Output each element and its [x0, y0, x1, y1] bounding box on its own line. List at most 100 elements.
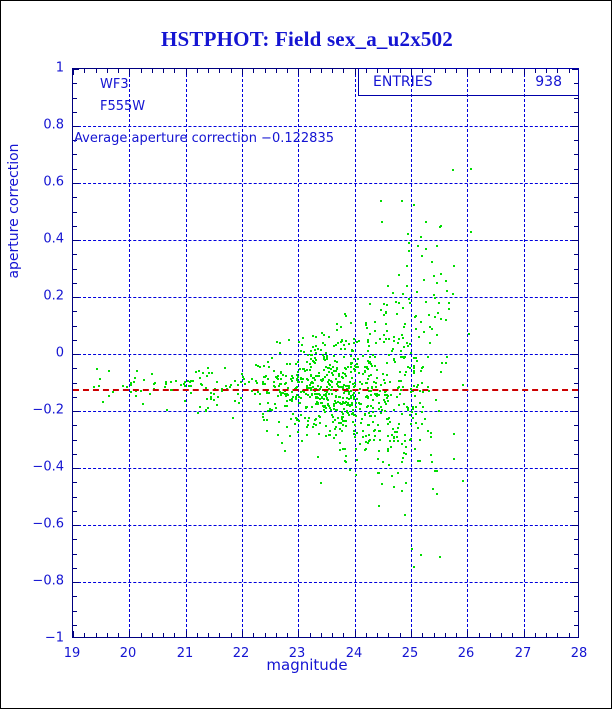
y-tick-major	[572, 582, 578, 583]
scatter-point	[413, 357, 415, 359]
scatter-point	[421, 255, 423, 257]
scatter-point	[405, 371, 407, 373]
scatter-point	[335, 344, 337, 346]
scatter-point	[372, 421, 374, 423]
scatter-point	[393, 359, 395, 361]
scatter-point	[364, 414, 366, 416]
scatter-point	[315, 418, 317, 420]
y-tick-minor	[73, 368, 77, 369]
scatter-point	[341, 418, 343, 420]
scatter-point	[281, 442, 283, 444]
scatter-point	[429, 326, 431, 328]
scatter-point	[376, 369, 378, 371]
scatter-point	[370, 390, 372, 392]
y-tick-minor	[574, 611, 578, 612]
scatter-point	[309, 396, 311, 398]
scatter-point	[108, 395, 110, 397]
scatter-point	[274, 403, 276, 405]
scatter-point	[402, 386, 404, 388]
scatter-point	[404, 440, 406, 442]
scatter-point	[305, 406, 307, 408]
scatter-point	[353, 398, 355, 400]
scatter-point	[341, 340, 343, 342]
scatter-point	[341, 411, 343, 413]
scatter-point	[304, 370, 306, 372]
scatter-point	[265, 375, 267, 377]
scatter-point	[410, 391, 412, 393]
scatter-point	[407, 407, 409, 409]
scatter-point	[262, 413, 264, 415]
scatter-point	[356, 459, 358, 461]
y-tick-minor	[574, 326, 578, 327]
scatter-point	[306, 426, 308, 428]
scatter-point	[409, 302, 411, 304]
scatter-point	[207, 367, 209, 369]
x-tick-major	[467, 69, 468, 75]
scatter-point	[336, 329, 338, 331]
y-tick-minor	[574, 454, 578, 455]
scatter-point	[321, 396, 323, 398]
scatter-point	[353, 368, 355, 370]
scatter-point	[430, 432, 432, 434]
scatter-point	[208, 372, 210, 374]
scatter-point	[441, 362, 443, 364]
scatter-point	[350, 355, 352, 357]
scatter-point	[333, 408, 335, 410]
scatter-point	[314, 349, 316, 351]
scatter-point	[314, 390, 316, 392]
scatter-point	[430, 436, 432, 438]
y-tick-minor	[73, 497, 77, 498]
scatter-point	[374, 365, 376, 367]
y-tick-minor	[73, 440, 77, 441]
scatter-point	[396, 313, 398, 315]
scatter-point	[325, 407, 327, 409]
scatter-point	[368, 424, 370, 426]
scatter-point	[319, 394, 321, 396]
y-tick-minor	[574, 397, 578, 398]
scatter-point	[151, 373, 153, 375]
scatter-point	[416, 291, 418, 293]
scatter-point	[264, 376, 266, 378]
scatter-point	[316, 396, 318, 398]
scatter-point	[345, 315, 347, 317]
scatter-point	[280, 371, 282, 373]
x-tick-minor	[388, 633, 389, 637]
scatter-point	[329, 384, 331, 386]
scatter-point	[342, 424, 344, 426]
scatter-point	[421, 423, 423, 425]
scatter-point	[309, 384, 311, 386]
scatter-point	[350, 366, 352, 368]
scatter-point	[386, 362, 388, 364]
scatter-point	[393, 409, 395, 411]
entries-box: ENTRIES 938	[358, 68, 579, 96]
scatter-point	[279, 391, 281, 393]
scatter-point	[135, 390, 137, 392]
scatter-point	[342, 377, 344, 379]
scatter-point	[335, 390, 337, 392]
scatter-point	[397, 472, 399, 474]
x-tick-minor	[253, 69, 254, 73]
scatter-point	[427, 386, 429, 388]
scatter-point	[393, 437, 395, 439]
scatter-point	[348, 343, 350, 345]
scatter-point	[354, 370, 356, 372]
scatter-point	[417, 460, 419, 462]
scatter-point	[340, 386, 342, 388]
y-tick-major	[73, 468, 79, 469]
scatter-point	[381, 221, 383, 223]
scatter-point	[280, 378, 282, 380]
scatter-point	[189, 381, 191, 383]
scatter-point	[345, 401, 347, 403]
scatter-point	[291, 391, 293, 393]
gridline-vertical	[467, 69, 468, 637]
x-axis-title: magnitude	[266, 656, 348, 674]
scatter-point	[165, 381, 167, 383]
scatter-point	[278, 421, 280, 423]
scatter-point	[379, 430, 381, 432]
scatter-point	[349, 405, 351, 407]
y-tick-minor	[73, 554, 77, 555]
y-tick-label: 0	[55, 345, 64, 361]
scatter-point	[422, 406, 424, 408]
scatter-point	[335, 395, 337, 397]
y-tick-minor	[73, 98, 77, 99]
